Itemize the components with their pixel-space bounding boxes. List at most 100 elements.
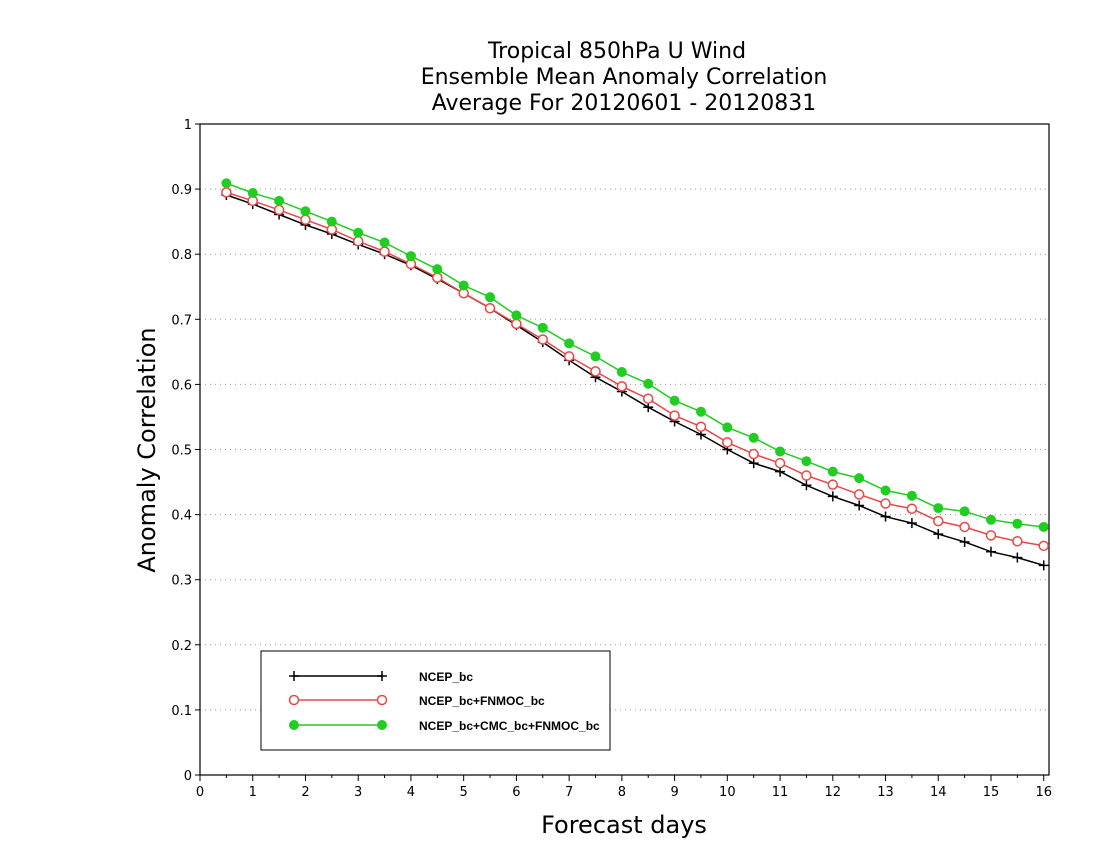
data-point	[985, 514, 996, 525]
y-tick-label: 0.4	[171, 509, 192, 524]
data-point	[221, 178, 232, 189]
data-point	[511, 310, 522, 321]
x-tick-label: 13	[877, 785, 894, 800]
x-tick-label: 4	[407, 785, 415, 800]
x-tick-label: 5	[460, 785, 468, 800]
data-point	[827, 466, 838, 477]
data-point	[722, 422, 733, 433]
data-point	[774, 457, 786, 469]
y-tick-label: 0.3	[171, 574, 192, 589]
data-point	[880, 511, 891, 522]
x-tick-label: 6	[512, 785, 520, 800]
data-point	[853, 489, 865, 500]
data-point	[669, 410, 680, 421]
data-point	[432, 272, 443, 283]
x-tick-label: 0	[196, 785, 204, 800]
data-point	[289, 720, 299, 730]
data-point	[616, 367, 627, 378]
x-tick-label: 7	[565, 785, 573, 800]
y-tick-label: 0.7	[171, 313, 192, 328]
data-point	[642, 393, 654, 404]
data-point	[695, 406, 706, 417]
x-tick-label: 16	[1035, 785, 1052, 800]
x-tick-label: 10	[719, 785, 736, 800]
data-point	[288, 694, 300, 706]
data-point	[775, 446, 786, 457]
y-tick-label: 0.2	[171, 639, 192, 654]
data-point	[379, 246, 390, 257]
data-point	[933, 503, 944, 514]
data-point	[1038, 540, 1049, 552]
data-point	[748, 448, 759, 460]
data-point	[326, 216, 337, 227]
legend-label: NCEP_bc+FNMOC_bc	[419, 694, 545, 708]
axes: 00.10.20.30.40.50.60.70.80.910 1 2 3 4 5 6 7 8 9 1…	[171, 118, 1052, 800]
data-point	[722, 437, 733, 448]
legend-label: NCEP_bc+CMC_bc+FNMOC_bc	[419, 719, 600, 733]
data-point	[458, 280, 469, 291]
legend-item: NCEP_bc+FNMOC_bc	[288, 694, 545, 708]
data-point	[906, 518, 917, 529]
data-point	[274, 195, 285, 206]
data-point	[906, 490, 917, 501]
data-point	[985, 546, 996, 557]
data-point	[379, 237, 390, 248]
chart-title-line-1: Tropical 850hPa U Wind	[487, 39, 746, 64]
x-tick-label: 11	[772, 785, 789, 800]
data-point	[1012, 552, 1023, 563]
data-point	[1012, 536, 1023, 547]
series	[221, 178, 1049, 571]
data-point	[801, 470, 812, 481]
series-1	[221, 189, 1049, 571]
data-point	[376, 694, 388, 706]
data-point	[485, 292, 496, 303]
data-point	[801, 456, 812, 467]
data-point	[906, 503, 918, 514]
chart-title: Tropical 850hPa U Wind Ensemble Mean Ano…	[421, 39, 828, 116]
chart-title-line-2: Ensemble Mean Anomaly Correlation	[421, 65, 828, 90]
y-tick-label: 0.9	[171, 183, 192, 198]
data-point	[247, 188, 258, 199]
data-point	[352, 235, 364, 247]
y-tick-label: 1	[184, 118, 192, 133]
data-point	[484, 302, 496, 314]
y-axis-title: Anomaly Correlation	[133, 327, 161, 572]
data-point	[748, 458, 759, 469]
x-tick-label: 9	[670, 785, 678, 800]
x-tick-label: 12	[825, 785, 842, 800]
y-tick-label: 0.8	[171, 248, 192, 263]
data-point	[1012, 518, 1023, 529]
data-point	[695, 421, 707, 432]
data-point	[590, 351, 601, 362]
data-point	[353, 227, 364, 238]
data-point	[405, 251, 416, 262]
data-point	[273, 204, 285, 216]
series-2	[221, 187, 1049, 552]
data-point	[537, 322, 548, 333]
series-line	[226, 194, 1044, 567]
data-point	[564, 338, 575, 349]
chart-title-line-3: Average For 20120601 - 20120831	[432, 91, 817, 116]
series-line	[226, 191, 1044, 547]
data-point	[880, 485, 891, 496]
data-point	[959, 506, 970, 517]
data-point	[616, 381, 628, 392]
data-point	[300, 206, 311, 217]
legend-item: NCEP_bc	[289, 670, 473, 684]
legend-item: NCEP_bc+CMC_bc+FNMOC_bc	[289, 719, 600, 733]
data-point	[1038, 521, 1049, 532]
data-point	[959, 536, 970, 547]
y-tick-label: 0.1	[171, 704, 192, 719]
data-point	[959, 521, 970, 533]
data-point	[300, 214, 311, 225]
y-tick-label: 0.6	[171, 378, 192, 393]
x-tick-label: 14	[930, 785, 947, 800]
data-point	[801, 480, 812, 491]
data-point	[748, 432, 759, 443]
data-point	[827, 491, 838, 502]
series-line	[226, 182, 1044, 528]
x-tick-label: 2	[301, 785, 309, 800]
data-point	[377, 720, 387, 730]
data-point	[985, 530, 997, 541]
